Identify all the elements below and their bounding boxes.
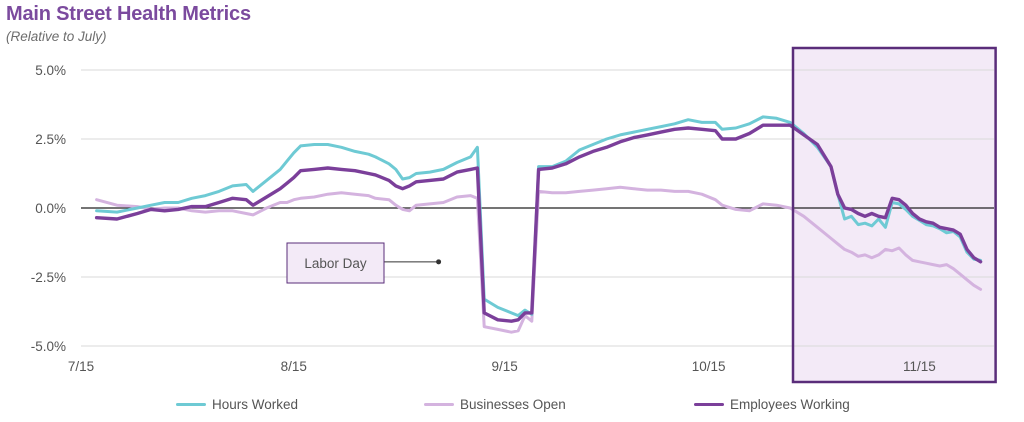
chart-subtitle: (Relative to July) bbox=[6, 29, 107, 44]
y-tick-label: 2.5% bbox=[35, 132, 66, 147]
annotation-box bbox=[286, 242, 385, 284]
y-tick-label: -5.0% bbox=[31, 339, 66, 354]
x-tick-label: 8/15 bbox=[281, 359, 307, 374]
highlight-region-fill bbox=[793, 48, 996, 382]
highlight-region-border bbox=[791, 46, 997, 384]
series-line-employees-working bbox=[94, 123, 983, 323]
annotation-label: Labor Day bbox=[304, 256, 367, 271]
annotation-dot bbox=[436, 259, 442, 265]
series-line-hours-worked bbox=[95, 115, 983, 318]
chart-title: Main Street Health Metrics bbox=[6, 3, 251, 25]
legend-label-businesses-open: Businesses Open bbox=[460, 396, 566, 412]
y-tick-label: 0.0% bbox=[35, 201, 66, 216]
y-tick-label: 5.0% bbox=[35, 63, 66, 78]
legend-label-hours-worked: Hours Worked bbox=[212, 396, 299, 412]
legend-swatch-businesses-open bbox=[424, 402, 454, 406]
x-tick-label: 7/15 bbox=[68, 359, 94, 374]
legend-swatch-employees-working bbox=[694, 402, 724, 406]
legend-swatch-hours-worked bbox=[176, 402, 206, 406]
chart-legend: Hours Worked Businesses Open Employees W… bbox=[0, 394, 1024, 414]
legend-label-employees-working: Employees Working bbox=[730, 396, 850, 412]
y-tick-label: -2.5% bbox=[31, 270, 66, 285]
x-tick-label: 11/15 bbox=[903, 359, 936, 374]
x-tick-label: 10/15 bbox=[692, 359, 726, 374]
x-tick-label: 9/15 bbox=[491, 359, 517, 374]
series-line-businesses-open bbox=[95, 185, 983, 334]
legend-item-businesses-open: Businesses Open bbox=[424, 394, 566, 414]
legend-item-employees-working: Employees Working bbox=[694, 394, 850, 414]
legend-item-hours-worked: Hours Worked bbox=[176, 394, 298, 414]
